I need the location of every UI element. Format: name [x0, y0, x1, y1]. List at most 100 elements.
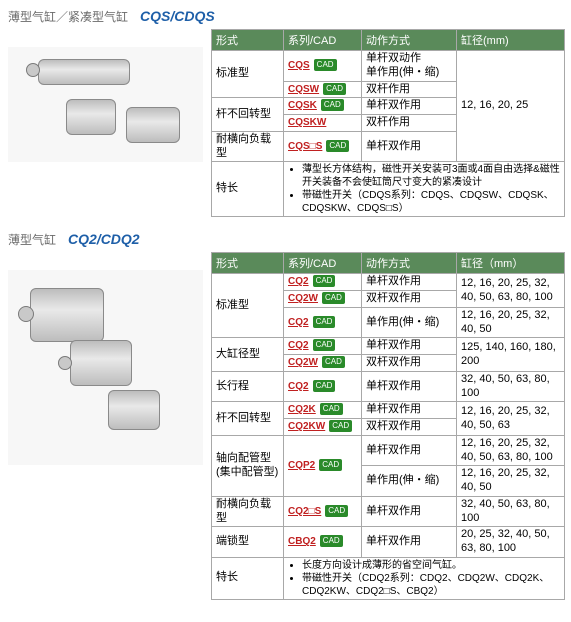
spec-table: 形式系列/CAD动作方式缸径(mm)标准型CQSCAD单杆双动作单作用(伸・缩)…: [211, 29, 565, 217]
action-cell: 单杆双作用: [362, 274, 457, 291]
action-cell: 单杆双动作单作用(伸・缩): [362, 51, 457, 82]
action-cell: 双杆双作用: [362, 419, 457, 436]
bore-cell: 12, 16, 20, 25, 32, 40, 50: [457, 307, 565, 338]
series-cell: CQSK CAD: [284, 98, 362, 115]
bore-cell: 12, 16, 20, 25, 32, 40, 50: [457, 466, 565, 497]
bore-cell: 12, 16, 20, 25, 32, 40, 50, 63, 80, 100: [457, 274, 565, 308]
series-cell: CQS CAD: [284, 51, 362, 82]
series-cell: CQSW CAD: [284, 81, 362, 98]
type-cell: 耐横向负载型: [212, 496, 284, 527]
type-cell: 大缸径型: [212, 338, 284, 372]
bore-cell: 32, 40, 50, 63, 80, 100: [457, 496, 565, 527]
bore-cell: 12, 16, 20, 25: [457, 51, 565, 162]
type-cell: 耐横向负载型: [212, 131, 284, 162]
action-cell: 单杆双作用: [362, 131, 457, 162]
col-header: 形式: [212, 30, 284, 51]
action-cell: 单杆双作用: [362, 371, 457, 402]
action-cell: 单杆双作用: [362, 435, 457, 466]
col-header: 形式: [212, 253, 284, 274]
cad-badge[interactable]: CAD: [320, 535, 343, 547]
cad-badge[interactable]: CAD: [326, 140, 349, 152]
action-cell: 单作用(伸・缩): [362, 307, 457, 338]
series-link[interactable]: CQ2W: [288, 357, 318, 368]
table-row: 长行程CQ2CAD单杆双作用32, 40, 50, 63, 80, 100: [212, 371, 565, 402]
series-link[interactable]: CQ2: [288, 317, 309, 328]
series-link[interactable]: CQ2: [288, 340, 309, 351]
series-link[interactable]: CQSK: [288, 100, 317, 111]
feature-label: 特长: [212, 162, 284, 217]
series-cell: CQ2 CAD: [284, 371, 362, 402]
series-cell: CQ2 CAD: [284, 338, 362, 355]
cad-badge[interactable]: CAD: [314, 59, 337, 71]
series-link[interactable]: CQSKW: [288, 117, 326, 128]
series-link[interactable]: CQS□S: [288, 141, 322, 152]
table-row: 杆不回转型CQ2KCAD单杆双作用12, 16, 20, 25, 32, 40,…: [212, 402, 565, 419]
cad-badge[interactable]: CAD: [322, 356, 345, 368]
type-cell: 轴向配管型(集中配管型): [212, 435, 284, 496]
series-link[interactable]: CQ2KW: [288, 421, 325, 432]
action-cell: 双杆双作用: [362, 355, 457, 372]
series-cell: CQ2KW CAD: [284, 419, 362, 436]
cad-badge[interactable]: CAD: [313, 275, 336, 287]
series-cell: CQ2 CAD: [284, 307, 362, 338]
section-title-model: CQS/CDQS: [140, 8, 215, 24]
action-cell: 单杆双作用: [362, 496, 457, 527]
type-cell: 标准型: [212, 51, 284, 98]
bore-cell: 20, 25, 32, 40, 50, 63, 80, 100: [457, 527, 565, 558]
section-title-cn: 薄型气缸／紧凑型气缸: [8, 8, 128, 25]
series-cell: CQP2 CAD: [284, 435, 362, 496]
action-cell: 单杆双作用: [362, 98, 457, 115]
table-row: 端锁型CBQ2CAD单杆双作用20, 25, 32, 40, 50, 63, 8…: [212, 527, 565, 558]
series-cell: CQ2 CAD: [284, 274, 362, 291]
series-cell: CQ2K CAD: [284, 402, 362, 419]
series-cell: CBQ2 CAD: [284, 527, 362, 558]
cad-badge[interactable]: CAD: [329, 420, 352, 432]
action-cell: 双杆作用: [362, 115, 457, 132]
series-link[interactable]: CQP2: [288, 460, 315, 471]
cad-badge[interactable]: CAD: [313, 316, 336, 328]
table-row: 标准型CQ2CAD单杆双作用12, 16, 20, 25, 32, 40, 50…: [212, 274, 565, 291]
series-link[interactable]: CQ2W: [288, 293, 318, 304]
table-row: 标准型CQSCAD单杆双动作单作用(伸・缩)12, 16, 20, 25: [212, 51, 565, 82]
series-cell: CQSKW: [284, 115, 362, 132]
action-cell: 单杆双作用: [362, 338, 457, 355]
bore-cell: 125, 140, 160, 180, 200: [457, 338, 565, 372]
cad-badge[interactable]: CAD: [313, 380, 336, 392]
cad-badge[interactable]: CAD: [323, 83, 346, 95]
section-title-model: CQ2/CDQ2: [68, 231, 140, 247]
series-link[interactable]: CQ2: [288, 381, 309, 392]
type-cell: 杆不回转型: [212, 98, 284, 132]
bore-cell: 12, 16, 20, 25, 32, 40, 50, 63, 80, 100: [457, 435, 565, 466]
product-image: [8, 270, 203, 465]
col-header: 动作方式: [362, 30, 457, 51]
cad-badge[interactable]: CAD: [325, 505, 348, 517]
cad-badge[interactable]: CAD: [313, 339, 336, 351]
type-cell: 杆不回转型: [212, 402, 284, 436]
feature-text: 薄型长方体结构，磁性开关安装可3面或4面自由选择&磁性开关装备不会使缸筒尺寸变大…: [284, 162, 565, 217]
series-cell: CQ2□S CAD: [284, 496, 362, 527]
series-link[interactable]: CQ2□S: [288, 506, 321, 517]
series-cell: CQ2W CAD: [284, 291, 362, 308]
feature-text: 长度方向设计成薄形的省空间气缸。带磁性开关（CDQ2系列：CDQ2、CDQ2W、…: [284, 557, 565, 599]
action-cell: 单杆双作用: [362, 402, 457, 419]
action-cell: 单杆双作用: [362, 527, 457, 558]
series-cell: CQ2W CAD: [284, 355, 362, 372]
series-link[interactable]: CQSW: [288, 84, 319, 95]
table-row: 轴向配管型(集中配管型)CQP2CAD单杆双作用12, 16, 20, 25, …: [212, 435, 565, 466]
col-header: 缸径（mm）: [457, 253, 565, 274]
cad-badge[interactable]: CAD: [319, 459, 342, 471]
type-cell: 标准型: [212, 274, 284, 338]
series-link[interactable]: CBQ2: [288, 536, 316, 547]
cad-badge[interactable]: CAD: [322, 292, 345, 304]
cad-badge[interactable]: CAD: [320, 403, 343, 415]
table-row: 耐横向负载型 CQ2□S CAD 单杆双作用32, 40, 50, 63, 80, 1…: [212, 496, 565, 527]
series-link[interactable]: CQ2: [288, 276, 309, 287]
table-row: 大缸径型CQ2CAD单杆双作用125, 140, 160, 180, 200: [212, 338, 565, 355]
bore-cell: 12, 16, 20, 25, 32, 40, 50, 63: [457, 402, 565, 436]
series-link[interactable]: CQ2K: [288, 404, 316, 415]
series-link[interactable]: CQS: [288, 60, 310, 71]
bore-cell: 32, 40, 50, 63, 80, 100: [457, 371, 565, 402]
action-cell: 单作用(伸・缩): [362, 466, 457, 497]
cad-badge[interactable]: CAD: [321, 99, 344, 111]
col-header: 动作方式: [362, 253, 457, 274]
